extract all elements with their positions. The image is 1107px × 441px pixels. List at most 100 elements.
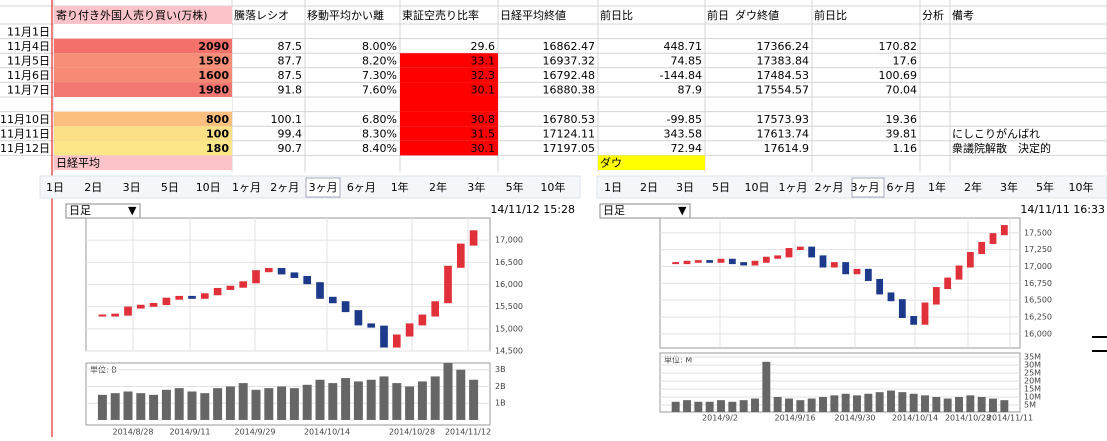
period-tab[interactable]: 3日 [676, 181, 694, 194]
candle [728, 258, 736, 265]
period-tab[interactable]: 2年 [429, 180, 447, 194]
period-tab[interactable]: 6ヶ月 [887, 181, 916, 194]
candle [444, 265, 452, 304]
candle [774, 255, 782, 259]
cell: 8.00% [362, 40, 397, 53]
volume-bar [909, 393, 918, 412]
volume-bar [353, 381, 363, 420]
candle [136, 304, 145, 309]
volume-bar [671, 401, 680, 412]
period-tab[interactable]: 10日 [196, 181, 221, 194]
period-tab[interactable]: 1年 [928, 180, 946, 194]
volume-bar [456, 369, 466, 420]
period-tab[interactable]: 3ヶ月 [851, 181, 880, 194]
candle [162, 297, 171, 306]
cell-fill [54, 140, 232, 156]
candle [989, 233, 997, 244]
candle [111, 313, 120, 317]
candle [830, 262, 838, 268]
cell-fill [400, 82, 498, 97]
volume-bar [989, 398, 997, 412]
period-tab[interactable]: 5日 [712, 181, 730, 194]
period-tab[interactable]: 1ヶ月 [779, 181, 808, 194]
period-tab[interactable]: 5年 [506, 180, 524, 194]
volume-unit: 単位: M [664, 355, 692, 365]
cell: 17.6 [893, 55, 918, 68]
period-tab[interactable]: 2ヶ月 [270, 181, 299, 194]
period-tab[interactable]: 2日 [84, 181, 102, 194]
y-tick-label: 16,250 [1024, 313, 1052, 322]
candle [796, 246, 804, 250]
candle [819, 255, 827, 268]
period-tab[interactable]: 1ヶ月 [232, 181, 261, 194]
volume-bar [830, 395, 839, 412]
period-tab[interactable]: 10年 [540, 180, 565, 194]
cell: 30.8 [471, 113, 496, 126]
candle [431, 301, 440, 317]
cell: 100.69 [879, 69, 918, 82]
cell: 87.5 [278, 69, 303, 82]
period-tab[interactable]: 1年 [391, 180, 409, 194]
cell: 1590 [198, 55, 229, 68]
candle [955, 265, 963, 280]
period-tab[interactable]: 1日 [46, 181, 64, 194]
y-tick-label: 35M [1024, 352, 1041, 361]
candle [380, 325, 388, 348]
period-select[interactable] [599, 203, 691, 219]
period-tab[interactable]: 3ヶ月 [309, 181, 338, 194]
cell: 91.8 [278, 84, 303, 97]
period-tab[interactable]: 3年 [1000, 180, 1018, 194]
x-tick-label: 2014/8/28 [112, 428, 153, 437]
candle [124, 306, 132, 316]
volume-bar [977, 396, 986, 412]
candle [740, 262, 748, 266]
candle [316, 282, 324, 299]
cell: 170.82 [879, 40, 918, 53]
period-tab[interactable]: 3年 [467, 180, 485, 194]
cell: 100.1 [271, 113, 303, 126]
cell: 87.9 [678, 84, 703, 97]
period-tab[interactable]: 1日 [604, 181, 622, 194]
candle [149, 303, 158, 307]
cell-fill [54, 67, 232, 83]
volume-bar [1000, 400, 1009, 412]
period-select-label: 日足 [603, 204, 625, 217]
period-tab[interactable]: 5日 [161, 181, 179, 194]
y-tick-label: 17,250 [1024, 245, 1052, 254]
cell-fill [400, 53, 498, 68]
timestamp: 14/11/12 15:28 [490, 203, 575, 216]
volume-bar [123, 391, 133, 420]
candle [200, 293, 209, 299]
period-tab[interactable]: 2ヶ月 [815, 181, 844, 194]
period-tab[interactable]: 2年 [964, 180, 982, 194]
period-tab[interactable]: 10日 [745, 181, 770, 194]
column-header: 前日 [707, 8, 729, 22]
candle [239, 281, 248, 288]
volume-box [85, 362, 491, 426]
cell: 17554.57 [757, 84, 810, 97]
column-header: 前日比 [814, 8, 847, 22]
row-label: 11月12日 [0, 142, 50, 155]
column-header: 東証空売り比率 [402, 8, 479, 22]
candle [672, 262, 680, 265]
period-tab[interactable]: 10年 [1069, 180, 1094, 194]
y-tick-label: 16,500 [495, 258, 523, 267]
candle [188, 295, 196, 299]
period-tab[interactable]: 6ヶ月 [347, 181, 376, 194]
period-tab[interactable]: 5年 [1036, 180, 1054, 194]
cell: 72.94 [671, 142, 703, 155]
cell: 8.40% [362, 142, 397, 155]
cell: 6.80% [362, 113, 397, 126]
candle [98, 314, 107, 317]
candle [354, 310, 363, 326]
volume-bar [469, 379, 479, 420]
cell-fill [54, 82, 232, 97]
cell-fill [54, 97, 232, 112]
tab-selected [305, 177, 341, 198]
candle [469, 230, 478, 246]
period-tab[interactable]: 2日 [640, 181, 658, 194]
period-tab[interactable]: 3日 [123, 181, 141, 194]
y-tick-label: 5M [1024, 400, 1036, 409]
cell: 17124.11 [543, 128, 596, 141]
candle [762, 256, 770, 263]
